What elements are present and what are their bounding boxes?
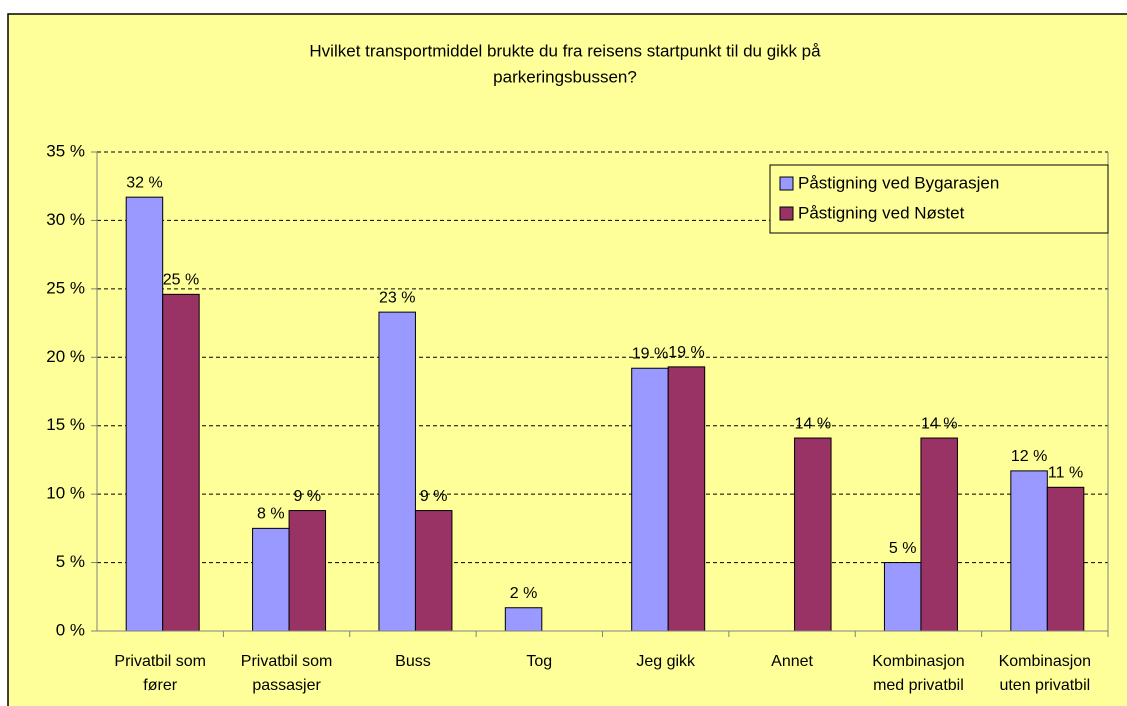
data-label: 14 % xyxy=(795,415,831,432)
bar xyxy=(920,437,958,632)
bar xyxy=(504,607,543,632)
bar xyxy=(883,562,922,632)
y-tick-label: 30 % xyxy=(46,210,85,229)
bar xyxy=(1046,486,1085,632)
y-tick-label: 10 % xyxy=(46,484,85,503)
y-tick-label: 25 % xyxy=(46,278,85,297)
x-tick-label: passasjer xyxy=(252,677,321,694)
legend-label: Påstigning ved Nøstet xyxy=(798,203,965,222)
y-tick-label: 35 % xyxy=(46,141,85,160)
bar xyxy=(125,196,164,632)
legend-label: Påstigning ved Bygarasjen xyxy=(798,173,999,192)
data-label: 2 % xyxy=(510,585,538,602)
bar xyxy=(631,367,669,632)
x-tick-label: Annet xyxy=(771,653,813,670)
x-tick-label: med privatbil xyxy=(873,677,964,694)
bar xyxy=(252,527,290,632)
legend-swatch xyxy=(779,176,794,191)
data-label: 19 % xyxy=(668,344,704,361)
y-tick-label: 5 % xyxy=(56,552,85,571)
x-tick-label: Privatbil som xyxy=(241,653,333,670)
data-label: 12 % xyxy=(1011,448,1047,465)
data-label: 9 % xyxy=(294,488,322,505)
data-label: 11 % xyxy=(1048,465,1083,482)
data-label: 23 % xyxy=(379,289,415,306)
x-tick-label: Privatbil som xyxy=(114,653,206,670)
y-tick-label: 20 % xyxy=(46,347,85,366)
bar xyxy=(794,437,832,632)
data-label: 14 % xyxy=(921,415,957,432)
x-tick-label: uten privatbil xyxy=(999,677,1090,694)
bar xyxy=(378,311,416,632)
bar xyxy=(414,510,453,632)
data-label: 8 % xyxy=(257,506,285,523)
x-tick-label: Tog xyxy=(526,653,552,670)
x-tick-label: Kombinasjon xyxy=(999,653,1092,670)
data-label: 25 % xyxy=(163,272,199,289)
bar xyxy=(288,510,327,632)
data-label: 5 % xyxy=(889,540,917,557)
bar xyxy=(667,366,706,632)
x-tick-label: Buss xyxy=(395,653,431,670)
bar xyxy=(162,293,200,632)
bar xyxy=(1010,470,1048,632)
x-tick-label: fører xyxy=(143,677,177,694)
legend-swatch xyxy=(779,206,794,221)
data-label: 32 % xyxy=(126,174,162,191)
x-tick-label: Kombinasjon xyxy=(872,653,965,670)
chart-title: parkeringsbussen? xyxy=(493,67,637,86)
x-tick-label: Jeg gikk xyxy=(636,653,696,670)
data-label: 9 % xyxy=(420,488,448,505)
legend xyxy=(769,164,1109,234)
y-tick-label: 15 % xyxy=(46,415,85,434)
y-tick-label: 0 % xyxy=(56,620,85,639)
chart-title: Hvilket transportmiddel brukte du fra re… xyxy=(309,41,821,60)
data-label: 19 % xyxy=(632,345,668,362)
